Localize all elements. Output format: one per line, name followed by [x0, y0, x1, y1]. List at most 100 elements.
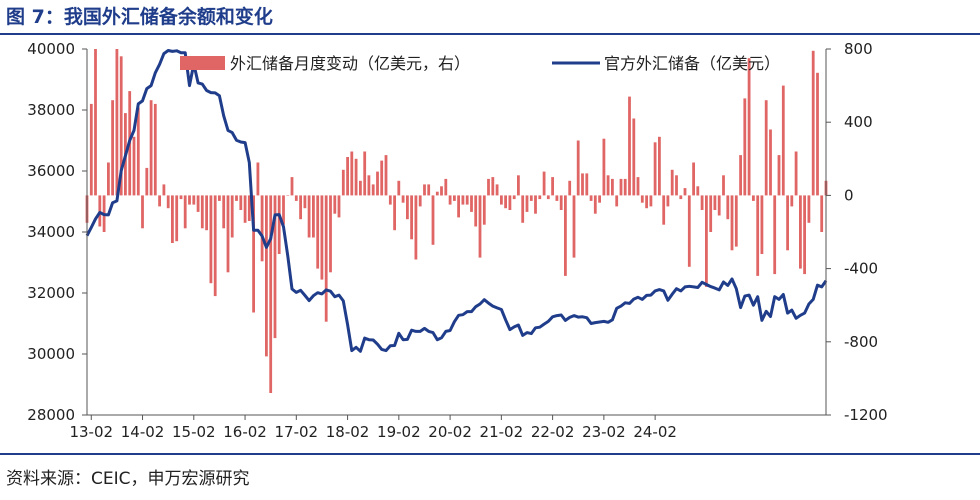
bar-monthly-change — [265, 195, 268, 357]
bar-monthly-change — [705, 195, 708, 287]
bar-monthly-change — [781, 85, 785, 196]
bar-monthly-change — [807, 195, 811, 223]
right-tick-label: -800 — [844, 333, 878, 351]
bar-monthly-change — [615, 195, 619, 207]
bar-monthly-change — [290, 177, 294, 196]
bar-monthly-change — [435, 191, 439, 196]
right-tick-label: 800 — [844, 40, 873, 58]
bar-monthly-change — [171, 195, 174, 243]
right-axis-ticks: 800 400 0 -400 -800 -1200 — [826, 40, 888, 424]
x-tick-label: 24-02 — [633, 423, 677, 441]
bar-monthly-change — [294, 195, 298, 201]
bar-monthly-change — [589, 195, 593, 201]
x-tick-label: 21-02 — [480, 423, 524, 441]
bar-monthly-change — [303, 195, 307, 209]
bar-monthly-change — [521, 195, 525, 223]
bar-monthly-change — [777, 155, 781, 196]
monthly-change-bars — [85, 49, 828, 393]
bar-monthly-change — [380, 160, 384, 196]
bar-monthly-change — [585, 173, 589, 196]
bar-monthly-change — [606, 175, 610, 196]
bar-monthly-change — [320, 195, 324, 280]
bar-monthly-change — [747, 58, 751, 196]
bar-monthly-change — [346, 157, 349, 196]
bar-monthly-change — [427, 184, 431, 196]
bar-monthly-change — [183, 195, 187, 229]
bar-monthly-change — [230, 195, 234, 238]
bar-monthly-change — [598, 195, 601, 203]
bar-monthly-change — [247, 195, 251, 221]
bar-monthly-change — [239, 195, 243, 210]
bar-monthly-change — [500, 195, 503, 205]
bar-monthly-change — [393, 195, 396, 231]
x-axis-ticks: 13-02 14-02 15-02 16-02 17-02 18-02 19-02 20-02… — [69, 415, 677, 441]
bar-monthly-change — [546, 195, 550, 200]
legend-swatch-bar — [180, 56, 225, 70]
bar-monthly-change — [376, 171, 379, 196]
x-tick-label: 20-02 — [428, 423, 472, 441]
bar-monthly-change — [538, 195, 542, 200]
bar-monthly-change — [534, 195, 537, 214]
bar-monthly-change — [115, 49, 119, 196]
bar-monthly-change — [555, 195, 559, 201]
bar-monthly-change — [734, 195, 738, 247]
bar-monthly-change — [410, 195, 413, 240]
bar-monthly-change — [440, 186, 443, 196]
bar-monthly-change — [158, 195, 161, 207]
legend: 外汇储备月度变动（亿美元，右） 官方外汇储备（亿美元） — [180, 54, 780, 73]
bar-monthly-change — [640, 195, 644, 203]
left-tick-label: 40000 — [27, 40, 75, 58]
bar-monthly-change — [145, 167, 149, 196]
bar-monthly-change — [683, 188, 687, 196]
bar-monthly-change — [816, 72, 819, 196]
bar-monthly-change — [632, 118, 636, 196]
bar-monthly-change — [564, 195, 567, 276]
bar-monthly-change — [256, 162, 260, 196]
bar-monthly-change — [679, 195, 683, 200]
bar-monthly-change — [196, 195, 200, 212]
source-note: 资料来源：CEIC，申万宏源研究 — [6, 469, 250, 489]
bar-monthly-change — [286, 195, 290, 196]
bar-monthly-change — [111, 100, 114, 196]
bar-monthly-change — [218, 195, 221, 201]
bar-monthly-change — [363, 151, 367, 196]
left-axis-ticks: 28000 30000 32000 34000 36000 38000 40000 — [27, 40, 87, 424]
x-tick-label: 19-02 — [377, 423, 421, 441]
bar-monthly-change — [811, 50, 815, 196]
left-tick-label: 30000 — [27, 345, 75, 363]
bar-monthly-change — [769, 129, 772, 196]
forex-reserves-chart: 28000 30000 32000 34000 36000 38000 40000 800 4… — [27, 40, 888, 441]
bar-monthly-change — [444, 178, 448, 196]
bar-monthly-change — [692, 162, 695, 196]
bar-monthly-change — [243, 195, 247, 223]
bar-monthly-change — [764, 100, 768, 196]
bar-monthly-change — [709, 195, 713, 232]
bar-monthly-change — [726, 195, 730, 220]
bar-monthly-change — [188, 195, 191, 205]
bar-monthly-change — [312, 195, 315, 238]
bar-monthly-change — [722, 175, 725, 196]
bar-monthly-change — [803, 195, 806, 275]
bar-monthly-change — [551, 177, 554, 196]
bar-monthly-change — [166, 195, 170, 209]
x-tick-label: 17-02 — [275, 423, 319, 441]
bar-monthly-change — [457, 195, 460, 218]
bar-monthly-change — [794, 151, 798, 196]
right-tick-label: -1200 — [844, 406, 888, 424]
bar-monthly-change — [453, 195, 456, 201]
bar-monthly-change — [619, 178, 623, 196]
bar-monthly-change — [324, 195, 328, 322]
bar-monthly-change — [162, 184, 166, 196]
left-tick-label: 34000 — [27, 223, 75, 241]
bar-monthly-change — [299, 195, 302, 220]
bar-monthly-change — [260, 195, 264, 262]
x-tick-label: 23-02 — [582, 423, 626, 441]
bar-monthly-change — [401, 195, 405, 203]
bar-monthly-change — [149, 100, 153, 196]
bar-monthly-change — [773, 195, 777, 275]
bar-monthly-change — [658, 136, 661, 196]
bar-monthly-change — [359, 180, 362, 196]
bar-monthly-change — [743, 98, 747, 196]
bar-monthly-change — [730, 195, 734, 251]
bar-monthly-change — [572, 195, 576, 258]
